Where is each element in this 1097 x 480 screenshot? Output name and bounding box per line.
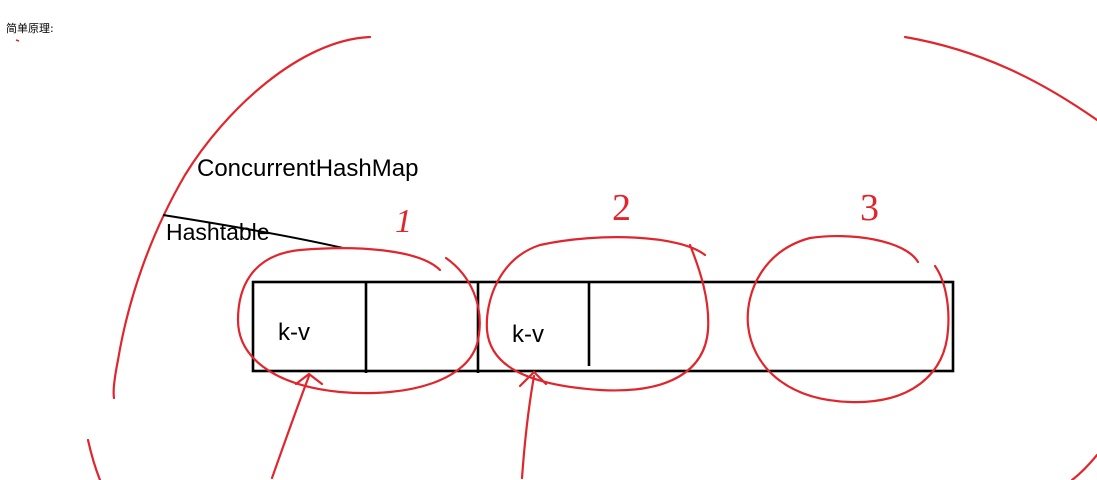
segment-number-1: 1 xyxy=(395,203,412,240)
outer-circle-right xyxy=(903,35,1097,122)
segment-circle-1 xyxy=(236,247,481,395)
arrow-2 xyxy=(518,370,548,480)
entry-label-1: k-v xyxy=(278,319,310,346)
caption-text: 简单原理: xyxy=(6,22,54,35)
segment-number-2: 2 xyxy=(612,187,631,229)
stray-mark xyxy=(15,39,20,42)
arrow-1 xyxy=(270,372,324,480)
outer-circle-left-bottom xyxy=(86,438,102,480)
concurrenthashmap-label: ConcurrentHashMap xyxy=(197,155,419,182)
segment-circle-3 xyxy=(746,235,950,404)
outer-circle xyxy=(112,35,372,400)
segment-number-3: 3 xyxy=(860,187,879,229)
entry-label-2: k-v xyxy=(512,321,544,348)
hashtable-label: Hashtable xyxy=(166,219,270,245)
strike-line xyxy=(162,214,344,249)
segment-circle-2 xyxy=(485,236,710,392)
outer-circle-right-bottom xyxy=(1070,453,1097,480)
bucket-array xyxy=(251,280,955,373)
